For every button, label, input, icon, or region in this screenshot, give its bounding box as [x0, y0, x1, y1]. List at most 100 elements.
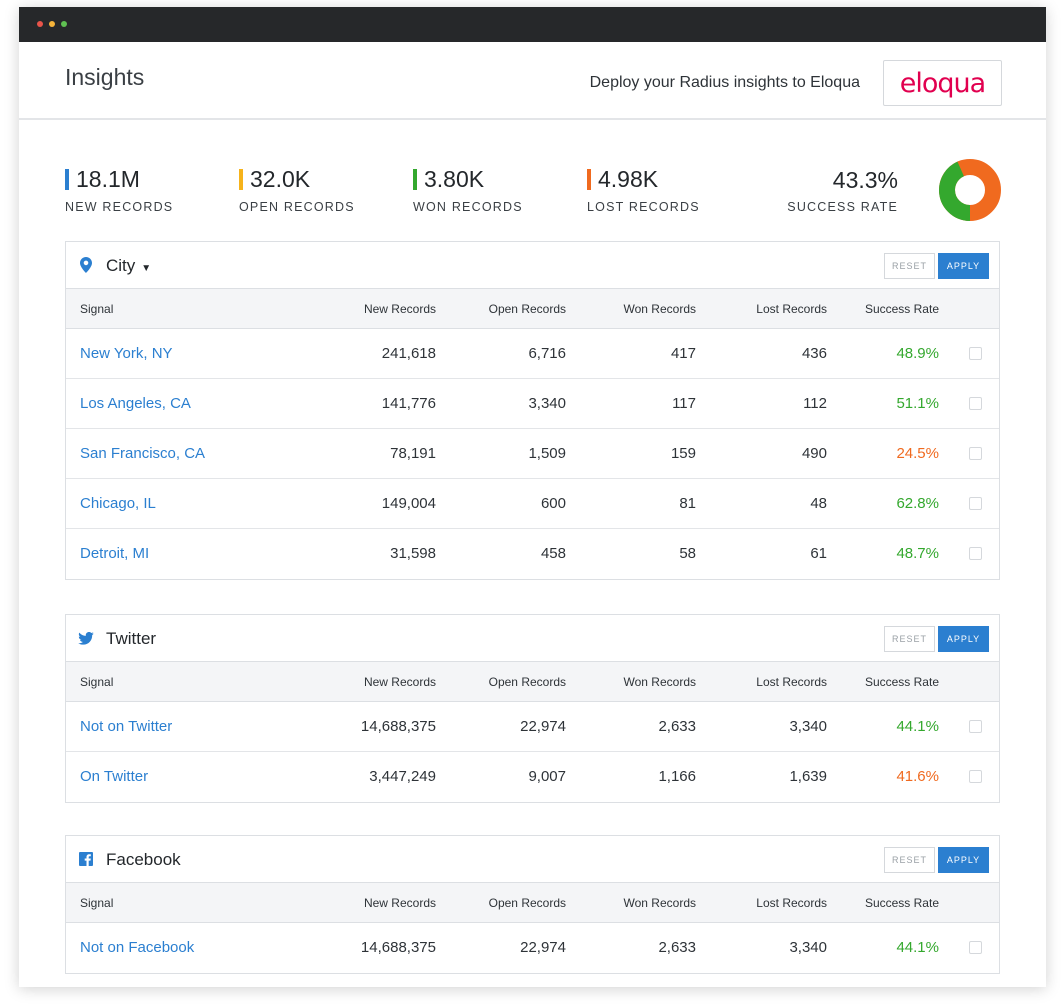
new-records-value: 14,688,375: [360, 718, 436, 735]
new-records-value: 241,618: [381, 345, 436, 362]
signal-link[interactable]: On Twitter: [80, 768, 149, 785]
row-checkbox[interactable]: [969, 447, 982, 460]
panel-title: Facebook: [106, 850, 181, 869]
signal-link[interactable]: Los Angeles, CA: [80, 395, 191, 412]
lost-records-value: 112: [803, 395, 827, 412]
reset-button[interactable]: RESET: [884, 626, 935, 652]
row-checkbox[interactable]: [969, 347, 982, 360]
row-checkbox[interactable]: [969, 770, 982, 783]
won-records-value: 159: [670, 445, 696, 462]
panel-header: City ▼ RESET APPLY: [66, 242, 999, 289]
signal-link[interactable]: Not on Facebook: [80, 939, 195, 956]
stat-value: 18.1M: [76, 165, 140, 192]
signal-link[interactable]: San Francisco, CA: [80, 445, 206, 462]
column-header[interactable]: Lost Records: [756, 896, 827, 910]
row-checkbox[interactable]: [969, 547, 982, 560]
column-header[interactable]: Success Rate: [864, 896, 939, 910]
success-rate-value: 48.7%: [896, 545, 939, 562]
open-records-value: 458: [540, 545, 566, 562]
signal-link[interactable]: Not on Twitter: [80, 718, 173, 735]
column-header[interactable]: Success Rate: [864, 675, 939, 689]
column-header[interactable]: Won Records: [623, 896, 696, 910]
row-checkbox[interactable]: [969, 497, 982, 510]
won-records-value: 58: [679, 545, 696, 562]
table-header: Signal New Records Open Records Won Records…: [66, 289, 999, 329]
reset-button[interactable]: RESET: [884, 847, 935, 873]
lost-records-value: 48: [810, 495, 827, 512]
table-row: Not on Facebook 14,688,375 22,974 2,633 3,34…: [66, 923, 999, 973]
reset-button[interactable]: RESET: [884, 253, 935, 279]
won-records-value: 81: [679, 495, 696, 512]
apply-button[interactable]: APPLY: [938, 253, 989, 279]
column-header[interactable]: Signal: [80, 302, 114, 316]
success-rate-value: 44.1%: [896, 939, 939, 956]
column-header[interactable]: Open Records: [488, 675, 566, 689]
row-checkbox[interactable]: [969, 720, 982, 733]
chevron-down-icon[interactable]: ▼: [141, 263, 152, 274]
app-window: Insights Deploy your Radius insights to …: [19, 7, 1046, 987]
stat-color-bar: [587, 168, 591, 190]
stat-label: LOST RECORDS: [587, 200, 700, 214]
success-rate-value: 48.9%: [896, 345, 939, 362]
open-records-value: 600: [540, 495, 566, 512]
column-header[interactable]: Signal: [80, 896, 114, 910]
column-header[interactable]: Open Records: [488, 302, 566, 316]
stat-label: WON RECORDS: [413, 200, 523, 214]
maximize-window-dot[interactable]: [61, 21, 67, 27]
table-row: New York, NY 241,618 6,716 417 436 48.9%: [66, 329, 999, 379]
table-row: Detroit, MI 31,598 458 58 61 48.7%: [66, 529, 999, 579]
lost-records-value: 490: [801, 445, 827, 462]
twitter-bird-icon: [78, 630, 94, 646]
minimize-window-dot[interactable]: [49, 21, 55, 27]
success-rate-label: SUCCESS RATE: [787, 200, 898, 214]
column-header[interactable]: Lost Records: [756, 302, 827, 316]
facebook-icon: [78, 851, 94, 867]
panel-title: Twitter: [106, 629, 157, 648]
column-header[interactable]: New Records: [363, 302, 436, 316]
signal-link[interactable]: Detroit, MI: [80, 545, 150, 562]
lost-records-value: 61: [810, 545, 827, 562]
open-records-value: 22,974: [520, 718, 566, 735]
open-records-value: 9,007: [528, 768, 566, 785]
new-records-value: 14,688,375: [360, 939, 436, 956]
panel-twitter: Twitter RESET APPLY Signal New Records Open R…: [65, 614, 1000, 803]
table-row: On Twitter 3,447,249 9,007 1,166 1,639 41.6%: [66, 752, 999, 802]
column-header[interactable]: Won Records: [623, 302, 696, 316]
signal-link[interactable]: Chicago, IL: [80, 495, 156, 512]
close-window-dot[interactable]: [37, 21, 43, 27]
apply-button[interactable]: APPLY: [938, 847, 989, 873]
panel-header: Twitter RESET APPLY: [66, 615, 999, 662]
column-header[interactable]: Signal: [80, 675, 114, 689]
column-header[interactable]: Lost Records: [756, 675, 827, 689]
eloqua-logo: eloqua: [899, 67, 986, 99]
table-header: Signal New Records Open Records Won Records…: [66, 883, 999, 923]
column-header[interactable]: Open Records: [488, 896, 566, 910]
success-rate-value: 24.5%: [896, 445, 939, 462]
success-rate-donut-chart: [939, 159, 1001, 221]
eloqua-deploy-button[interactable]: eloqua: [883, 60, 1002, 106]
open-records-value: 22,974: [520, 939, 566, 956]
stat-new-records: 18.1M NEW RECORDS: [65, 165, 173, 214]
won-records-value: 1,166: [658, 768, 696, 785]
row-checkbox[interactable]: [969, 397, 982, 410]
open-records-value: 6,716: [528, 345, 566, 362]
stat-won-records: 3.80K WON RECORDS: [413, 166, 523, 214]
stat-value: 4.98K: [598, 165, 659, 192]
new-records-value: 149,004: [381, 495, 436, 512]
column-header[interactable]: New Records: [363, 896, 436, 910]
column-header[interactable]: New Records: [363, 675, 436, 689]
column-header[interactable]: Success Rate: [864, 302, 939, 316]
signal-link[interactable]: New York, NY: [80, 345, 173, 362]
lost-records-value: 3,340: [789, 939, 827, 956]
column-header[interactable]: Won Records: [623, 675, 696, 689]
stat-value: 32.0K: [250, 165, 311, 192]
new-records-value: 141,776: [381, 395, 436, 412]
apply-button[interactable]: APPLY: [938, 626, 989, 652]
row-checkbox[interactable]: [969, 941, 982, 954]
stat-color-bar: [239, 168, 243, 190]
won-records-value: 417: [670, 345, 696, 362]
won-records-value: 2,633: [658, 939, 696, 956]
stat-success-rate: 43.3% SUCCESS RATE: [787, 167, 898, 214]
success-rate-value: 44.1%: [896, 718, 939, 735]
panel-title-dropdown[interactable]: City ▼: [106, 256, 152, 275]
